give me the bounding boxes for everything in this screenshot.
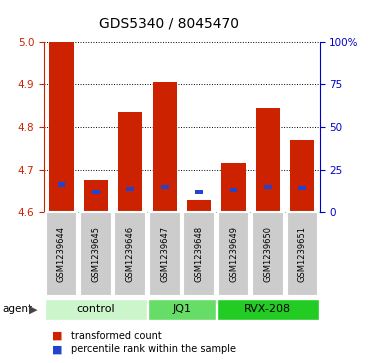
Text: GSM1239651: GSM1239651	[298, 226, 307, 282]
Bar	[118, 112, 142, 212]
Bar	[256, 108, 280, 212]
Bar	[290, 140, 315, 212]
Text: agent: agent	[2, 305, 32, 314]
Bar	[58, 183, 65, 187]
Bar	[298, 186, 306, 190]
Bar	[114, 212, 146, 296]
Bar	[221, 163, 246, 212]
Text: GSM1239645: GSM1239645	[91, 226, 100, 282]
Bar	[80, 212, 112, 296]
Bar	[49, 42, 74, 212]
Bar	[264, 185, 272, 189]
Text: ▶: ▶	[28, 305, 37, 314]
Bar	[148, 299, 216, 320]
Bar	[217, 299, 319, 320]
Bar	[46, 212, 77, 296]
Text: JQ1: JQ1	[172, 305, 191, 314]
Bar	[286, 212, 318, 296]
Text: percentile rank within the sample: percentile rank within the sample	[71, 344, 236, 354]
Text: ■: ■	[52, 331, 62, 341]
Text: GSM1239648: GSM1239648	[194, 226, 204, 282]
Bar	[92, 190, 100, 194]
Text: GDS5340 / 8045470: GDS5340 / 8045470	[99, 16, 239, 30]
Bar	[218, 212, 249, 296]
Text: transformed count: transformed count	[71, 331, 162, 341]
Bar	[161, 185, 169, 189]
Bar	[187, 200, 211, 212]
Text: RVX-208: RVX-208	[244, 305, 291, 314]
Text: GSM1239644: GSM1239644	[57, 226, 66, 282]
Text: GSM1239650: GSM1239650	[263, 226, 273, 282]
Bar	[230, 188, 238, 192]
Text: ■: ■	[52, 344, 62, 354]
Bar	[195, 190, 203, 194]
Text: control: control	[77, 305, 115, 314]
Bar	[126, 187, 134, 191]
Text: GSM1239647: GSM1239647	[160, 226, 169, 282]
Bar	[45, 299, 147, 320]
Bar	[183, 212, 215, 296]
Bar	[84, 180, 108, 212]
Text: GSM1239646: GSM1239646	[126, 226, 135, 282]
Bar	[153, 82, 177, 212]
Bar	[149, 212, 181, 296]
Bar	[252, 212, 284, 296]
Text: GSM1239649: GSM1239649	[229, 226, 238, 282]
